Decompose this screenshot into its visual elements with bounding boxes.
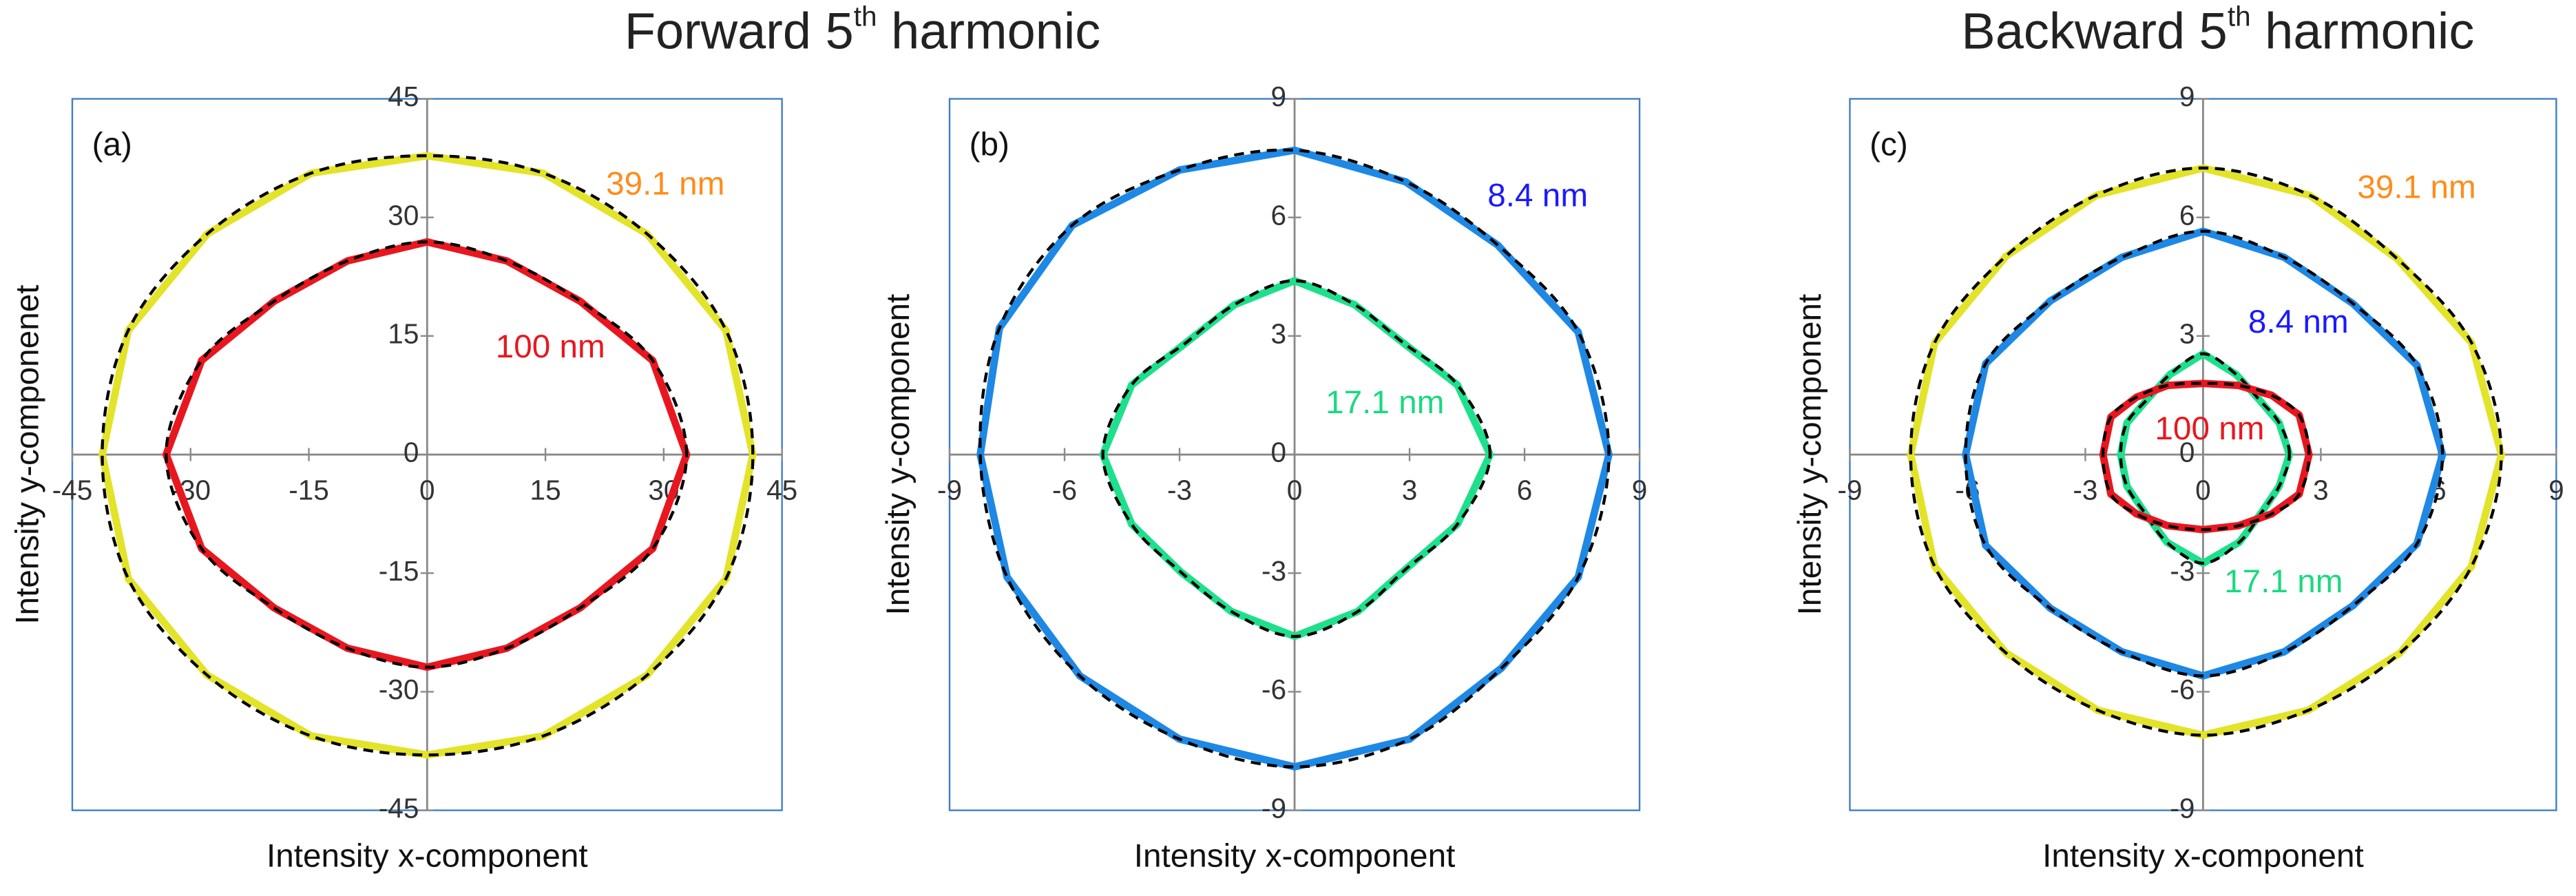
fit-curve	[1964, 229, 2444, 678]
y-tick-label: 15	[388, 318, 419, 350]
y-tick-label: -45	[379, 792, 419, 824]
y-tick-label: 9	[2179, 81, 2195, 112]
y-tick-label: -9	[2170, 792, 2195, 824]
header: Forward 5th harmonic	[625, 0, 1100, 59]
y-tick-label: 6	[2179, 199, 2195, 231]
series-label: 17.1 nm	[2224, 563, 2343, 600]
x-tick-label: 0	[1287, 475, 1303, 506]
x-tick-label: -3	[2073, 475, 2097, 506]
header-tail: harmonic	[877, 2, 1101, 59]
x-tick-label: -3	[1167, 475, 1192, 506]
panel-label: (b)	[970, 126, 1009, 163]
header-tail: harmonic	[2251, 2, 2475, 59]
x-tick-label: 3	[1402, 475, 1418, 506]
header-sup: th	[2228, 0, 2251, 32]
y-axis-label: Intensity y-componenet	[10, 284, 46, 624]
series-label: 17.1 nm	[1326, 384, 1444, 421]
y-axis-label: Intensity y-component	[1792, 294, 1828, 616]
x-tick-label: -15	[289, 475, 329, 506]
fit-curve	[2101, 382, 2311, 532]
fit-curve	[165, 240, 689, 669]
y-tick-label: -3	[1261, 555, 1286, 587]
fit-curve	[1909, 166, 2503, 737]
x-tick-label: -45	[52, 475, 93, 506]
y-tick-label: 3	[1271, 318, 1287, 350]
x-tick-label: 9	[1632, 475, 1648, 506]
x-tick-label: 15	[530, 475, 561, 506]
y-tick-label: -6	[2170, 674, 2195, 705]
header-main: Backward 5	[1961, 2, 2227, 59]
y-axis-label: Intensity y-component	[880, 294, 917, 616]
series-label: 100 nm	[2155, 410, 2264, 447]
x-tick-label: 0	[419, 475, 435, 506]
x-tick-label: 45	[766, 475, 797, 506]
y-tick-label: 30	[388, 199, 419, 231]
x-tick-label: 9	[2548, 475, 2564, 506]
fit-curve	[2119, 352, 2291, 565]
x-tick-label: 0	[2195, 475, 2211, 506]
y-tick-label: 0	[1271, 437, 1287, 468]
data-curve	[2099, 379, 2313, 534]
y-tick-label: 6	[1271, 199, 1287, 231]
panel-label: (a)	[92, 126, 132, 163]
y-tick-label: 9	[1271, 81, 1287, 112]
y-tick-label: 0	[404, 437, 419, 468]
fit-curve	[978, 148, 1611, 769]
header: Backward 5th harmonic	[1961, 0, 2474, 59]
x-tick-label: -9	[1837, 475, 1862, 506]
series-label: 8.4 nm	[1487, 177, 1588, 213]
x-axis-label: Intensity x-component	[266, 837, 588, 874]
y-tick-label: 0	[2179, 437, 2195, 468]
header-sup: th	[854, 0, 877, 32]
x-tick-label: -9	[937, 475, 962, 506]
data-curve	[1099, 277, 1494, 640]
y-tick-label: 3	[2179, 318, 2195, 350]
header-main: Forward 5	[625, 2, 854, 59]
y-tick-label: 45	[388, 81, 419, 112]
fit-curve	[1101, 279, 1492, 638]
x-axis-label: Intensity x-component	[1134, 837, 1456, 874]
series-label: 39.1 nm	[2357, 169, 2475, 205]
data-curve	[98, 152, 757, 759]
fit-curve	[101, 154, 755, 757]
y-tick-label: -15	[379, 555, 419, 587]
y-tick-label: -30	[379, 674, 419, 705]
x-tick-label: -6	[1052, 475, 1077, 506]
panel-label: (c)	[1870, 126, 1908, 163]
x-tick-label: 3	[2313, 475, 2329, 506]
series-label: 8.4 nm	[2248, 304, 2349, 340]
x-axis-label: Intensity x-component	[2042, 837, 2364, 874]
series-label: 39.1 nm	[606, 166, 724, 202]
x-tick-label: 6	[1517, 475, 1533, 506]
y-tick-label: -6	[1261, 674, 1286, 705]
y-tick-label: -9	[1261, 792, 1286, 824]
series-label: 100 nm	[496, 329, 605, 365]
data-curve	[1907, 164, 2505, 739]
